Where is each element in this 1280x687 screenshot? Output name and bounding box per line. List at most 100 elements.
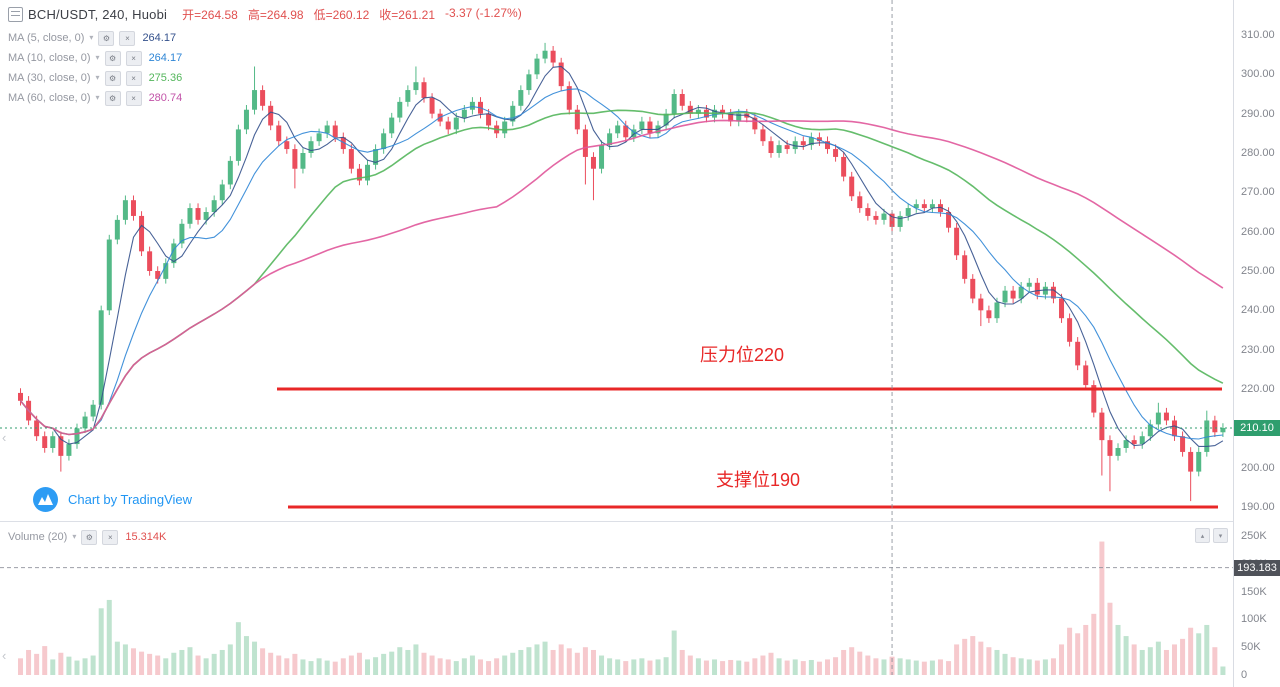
volume-bar: [437, 658, 443, 675]
candle: [639, 116, 645, 135]
candle: [219, 179, 225, 205]
candle-body: [1139, 436, 1145, 445]
candle: [808, 132, 814, 150]
candle: [865, 203, 871, 221]
attribution-text[interactable]: Chart by TradingView: [68, 492, 193, 507]
candle: [937, 199, 943, 217]
candle-body: [163, 263, 169, 279]
chevron-down-icon[interactable]: ▾: [95, 73, 100, 82]
candle: [147, 246, 153, 276]
candle: [106, 234, 112, 316]
volume-bar: [728, 659, 734, 675]
candle: [1196, 447, 1202, 477]
candle-body: [340, 137, 346, 150]
ma60-label: MA (60, close, 0): [8, 92, 91, 104]
gear-icon[interactable]: ⚙: [104, 50, 121, 66]
candle: [1220, 423, 1226, 437]
volume-bar: [784, 660, 790, 675]
volume-legend[interactable]: Volume (20) ▾ ⚙ × 15.314K: [8, 529, 166, 545]
gear-icon[interactable]: ⚙: [104, 70, 121, 86]
volume-bar: [1180, 638, 1186, 675]
gear-icon[interactable]: ⚙: [98, 30, 115, 46]
candle-body: [865, 208, 871, 216]
candle-body: [720, 109, 726, 114]
volume-tick-label: 0: [1241, 669, 1248, 681]
volume-bar: [1002, 653, 1008, 675]
close-icon[interactable]: ×: [125, 90, 142, 106]
annotation-lines-layer[interactable]: [277, 387, 1222, 509]
indicator-legend-ma60[interactable]: MA (60, close, 0) ▾ ⚙ × 280.74: [8, 90, 182, 106]
ma-30-line: [19, 109, 1224, 436]
volume-bar: [203, 658, 209, 675]
candle-body: [954, 227, 960, 256]
chevron-down-icon[interactable]: ▾: [95, 93, 100, 102]
candle-body: [1042, 286, 1048, 295]
candle: [171, 238, 177, 268]
candle-body: [1010, 290, 1016, 299]
volume-bar: [130, 648, 136, 675]
volume-bar: [90, 655, 96, 675]
volume-bar: [227, 644, 233, 675]
candle-body: [98, 310, 104, 405]
volume-bar: [857, 651, 863, 675]
gear-icon[interactable]: ⚙: [104, 90, 121, 106]
candle: [243, 105, 249, 135]
volume-bar: [405, 649, 411, 675]
series-menu-icon[interactable]: [8, 6, 23, 22]
candle: [1091, 380, 1097, 418]
indicator-legend-ma5[interactable]: MA (5, close, 0) ▾ ⚙ × 264.17: [8, 30, 176, 46]
price-tick-label: 260.00: [1241, 225, 1275, 238]
candle: [526, 69, 532, 95]
candle: [90, 400, 96, 422]
candle: [187, 203, 193, 229]
chevron-down-icon[interactable]: ▾: [72, 532, 77, 541]
volume-bar: [155, 655, 161, 675]
pane-up-icon[interactable]: ▴: [1195, 528, 1210, 543]
pane-down-icon[interactable]: ▾: [1213, 528, 1228, 543]
volume-bar: [1050, 658, 1056, 675]
scroll-left-chevron[interactable]: ‹: [2, 430, 7, 445]
close-icon[interactable]: ×: [125, 70, 142, 86]
volume-bar: [477, 659, 483, 675]
chevron-down-icon[interactable]: ▾: [95, 53, 100, 62]
price-axis[interactable]: 210.10 193.183 310.00 300.00 290.00 280.00 2…: [1233, 0, 1280, 687]
volume-bar: [623, 661, 629, 675]
candle-body: [728, 113, 734, 122]
candle: [98, 305, 104, 410]
ma10-value: 264.17: [148, 52, 183, 64]
candle-body: [114, 219, 120, 240]
volume-bar: [453, 661, 459, 675]
volume-bar: [106, 599, 112, 675]
indicator-legend-ma30[interactable]: MA (30, close, 0) ▾ ⚙ × 275.36: [8, 70, 182, 86]
candle-body: [849, 176, 855, 197]
candle: [227, 156, 233, 190]
candle: [784, 140, 790, 154]
volume-bar: [356, 652, 362, 675]
volume-bar: [163, 658, 169, 675]
chart-canvas[interactable]: [0, 0, 1233, 687]
candle: [308, 136, 314, 158]
volume-bar: [1026, 659, 1032, 675]
candle: [1067, 313, 1073, 347]
scroll-left-chevron-volume[interactable]: ‹: [2, 648, 7, 663]
ma5-value: 264.17: [142, 32, 177, 44]
close-icon[interactable]: ×: [102, 529, 119, 545]
close-icon[interactable]: ×: [119, 30, 136, 46]
candle-body: [1059, 298, 1065, 319]
indicator-legend-ma10[interactable]: MA (10, close, 0) ▾ ⚙ × 264.17: [8, 50, 182, 66]
ma10-label: MA (10, close, 0): [8, 52, 91, 64]
symbol-title[interactable]: BCH/USDT, 240, Huobi: [28, 6, 168, 22]
tradingview-attribution[interactable]: Chart by TradingView: [33, 487, 192, 512]
support-annotation-text[interactable]: 支撑位190: [716, 470, 801, 490]
resistance-annotation-text[interactable]: 压力位220: [700, 345, 785, 365]
volume-bar: [558, 644, 564, 675]
candle-body: [1107, 440, 1113, 456]
candle-body: [356, 168, 362, 181]
close-icon[interactable]: ×: [125, 50, 142, 66]
volume-bar: [365, 659, 371, 675]
chevron-down-icon[interactable]: ▾: [89, 33, 94, 42]
candle-body: [1180, 436, 1186, 452]
pane-divider[interactable]: [0, 521, 1280, 522]
gear-icon[interactable]: ⚙: [81, 529, 98, 545]
volume-bar: [171, 652, 177, 675]
